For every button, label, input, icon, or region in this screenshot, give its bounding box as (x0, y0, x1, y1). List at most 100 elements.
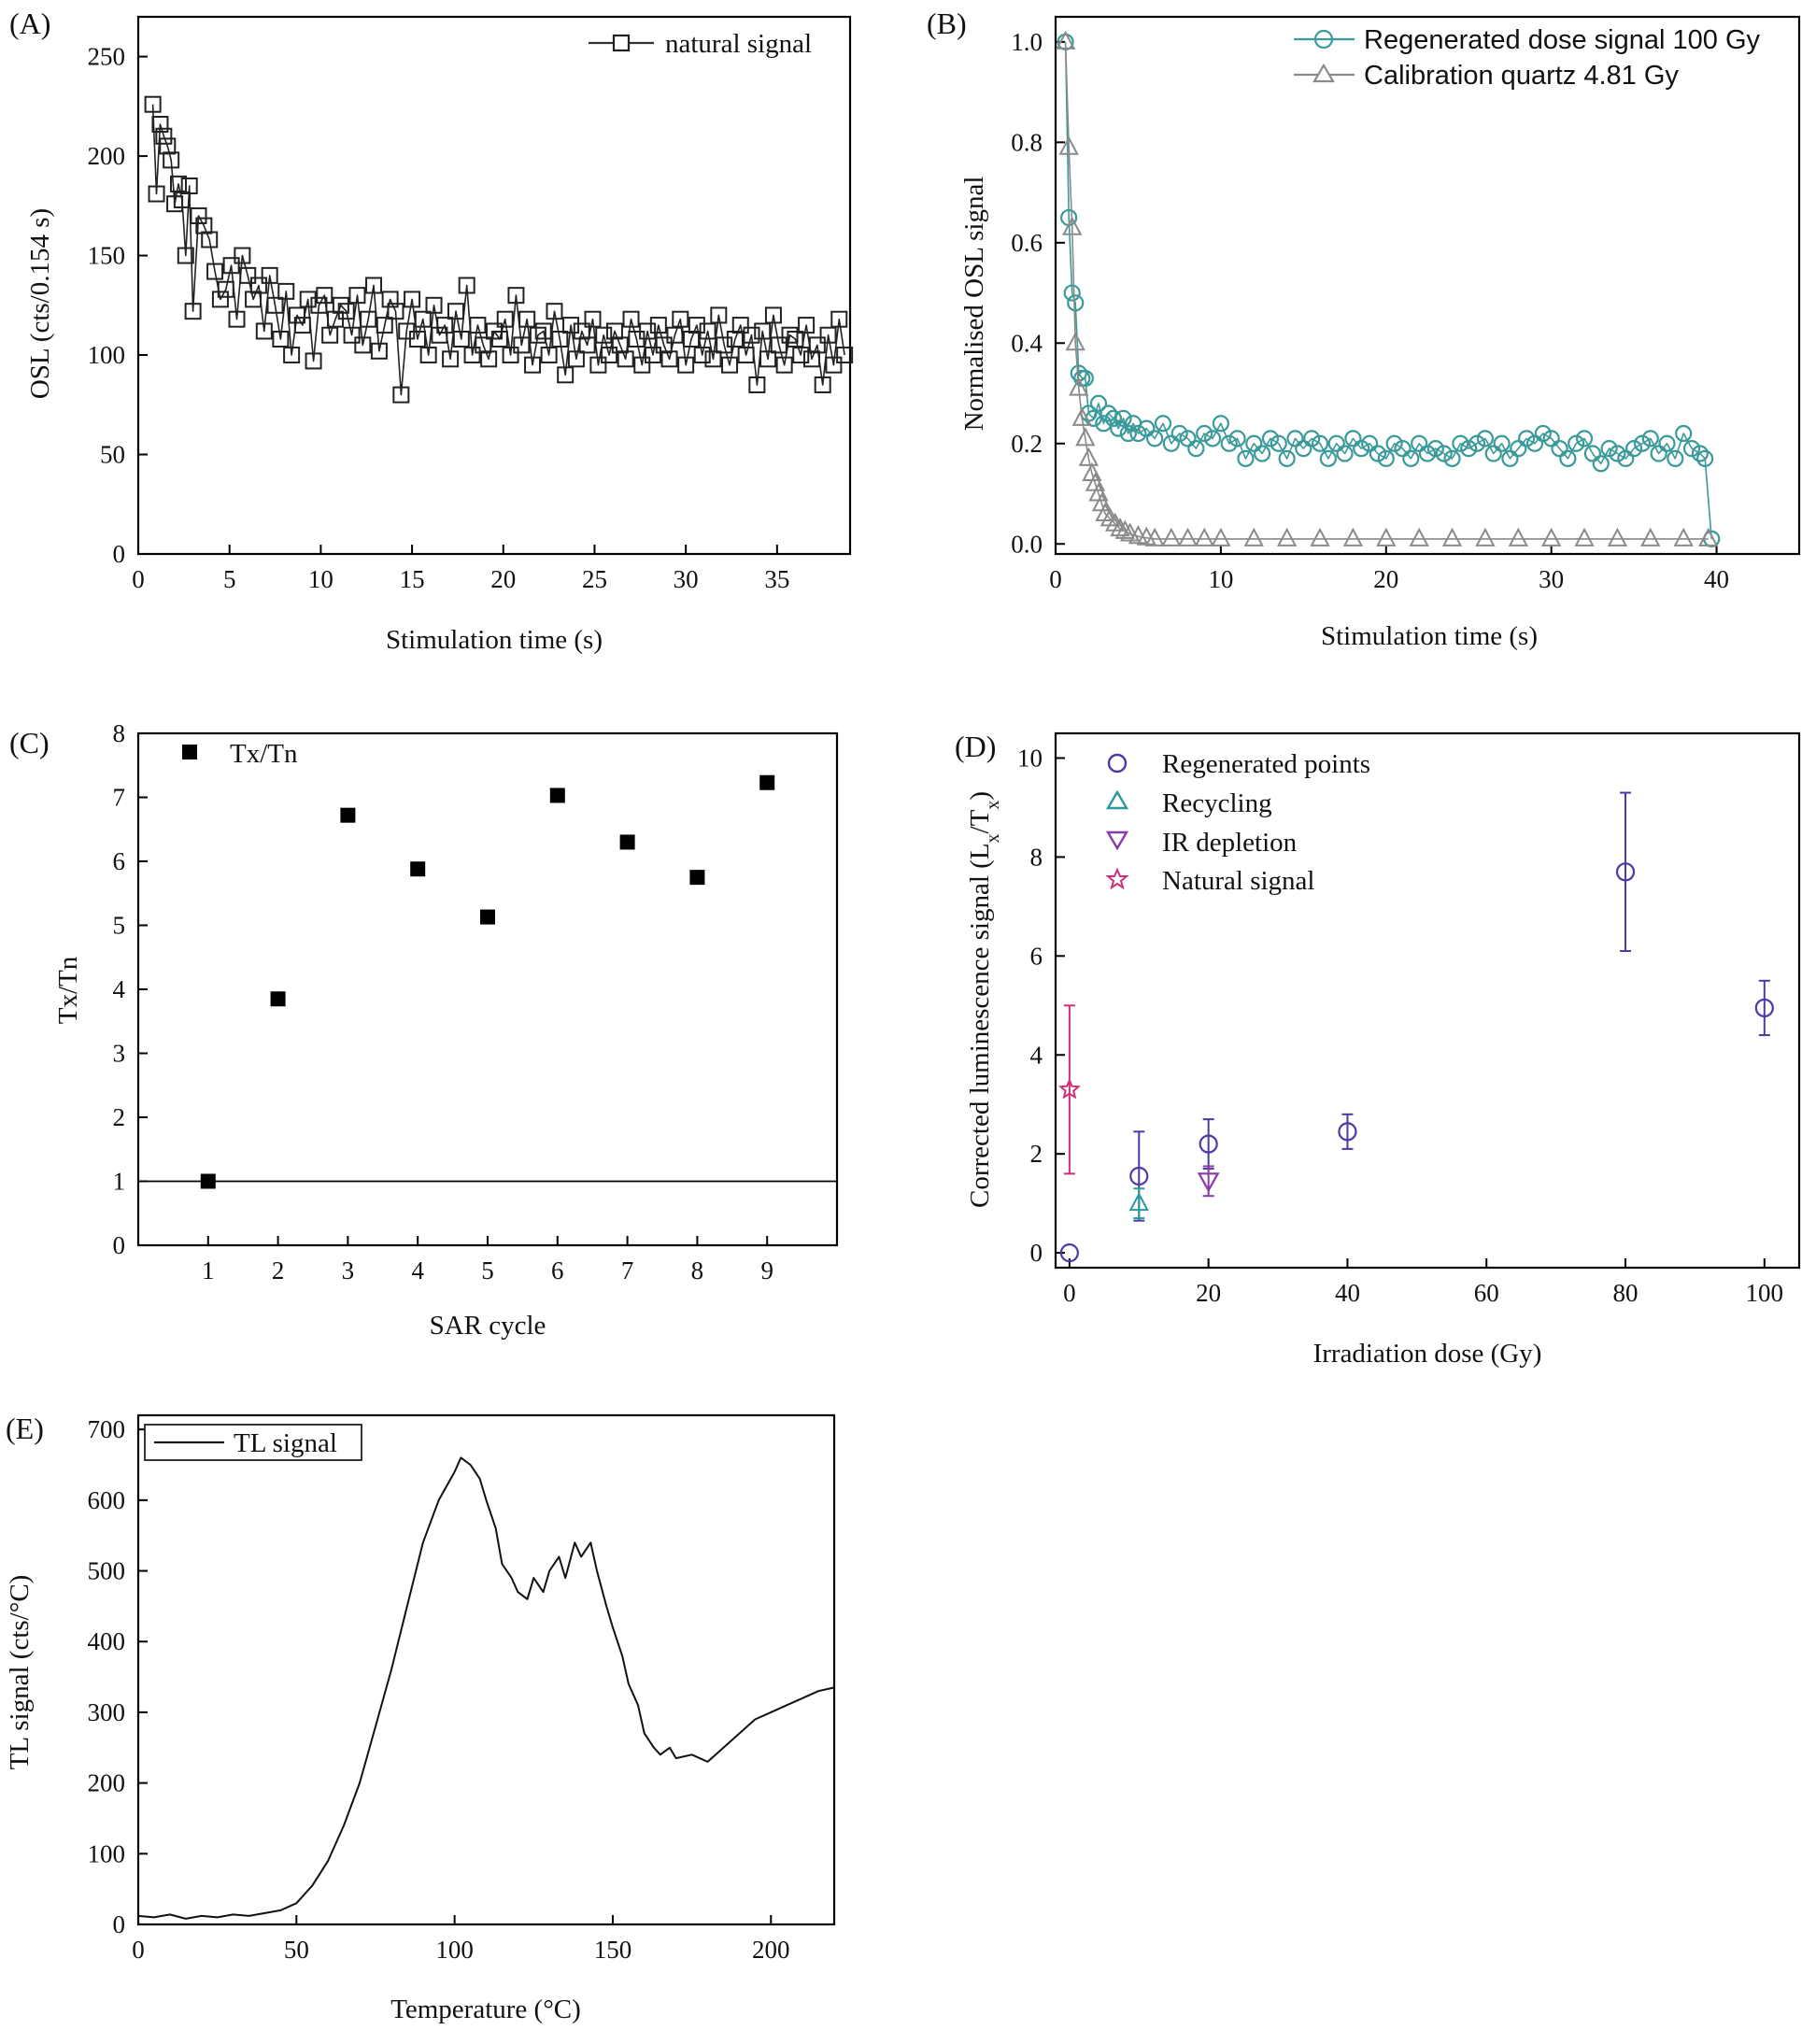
panel-b-point (1353, 440, 1370, 458)
panel-b-legend-label-2: Calibration quartz 4.81 Gy (1364, 61, 1679, 91)
panel-a-point (578, 336, 596, 354)
panel-b-ytick-label: 0.4 (1011, 329, 1043, 357)
panel-b-point (1161, 527, 1182, 546)
panel-a-point (222, 257, 240, 275)
panel-c-xtick-label: 9 (760, 1256, 773, 1285)
panel-e-legend: TL signal (144, 1424, 362, 1461)
panel-a-point (770, 336, 787, 354)
panel-b-label: (B) (927, 7, 967, 40)
panel-b-point (1295, 440, 1312, 458)
panel-a-point (721, 356, 739, 374)
panel-b-point (1607, 527, 1628, 546)
panel-b-point (1691, 445, 1709, 462)
panel-a-point (419, 347, 437, 364)
panel-d-xtick-label: 100 (1746, 1279, 1784, 1307)
panel-a-point (605, 322, 623, 340)
panel-b-point (1377, 449, 1395, 467)
panel-a-point (370, 342, 388, 360)
panel-d-ytick-label: 10 (1017, 744, 1043, 772)
panel-d-ytick-label: 8 (1030, 843, 1043, 871)
panel-b-ytick-label: 0.0 (1011, 530, 1043, 558)
panel-a-point (546, 303, 563, 320)
panel-a-point (184, 303, 202, 320)
panel-b-ylabel: Normalised OSL signal (959, 177, 989, 432)
panel-b-point (1065, 332, 1085, 351)
panel-b-xtick-label: 40 (1704, 565, 1729, 593)
panel-a-point (540, 347, 558, 364)
panel-b-point (1276, 527, 1298, 546)
panel-b-point (1534, 424, 1552, 443)
panel-b-point (1179, 430, 1197, 447)
panel-b-point (1640, 527, 1661, 546)
panel-b-point (1170, 424, 1188, 443)
panel-e-series-line (137, 1456, 835, 1920)
panel-a-point (475, 336, 492, 354)
panel-d-ytick-label: 6 (1030, 942, 1043, 970)
panel-d: (D) 0 20 40 60 80 100 0 2 4 6 8 10 Irradiation dose… (955, 730, 1801, 1369)
panel-c-xtick-label: 2 (272, 1256, 285, 1285)
panel-a-point (683, 331, 701, 348)
panel-d-xtick-label: 20 (1196, 1279, 1221, 1307)
panel-a-point (155, 127, 173, 145)
panel-a-ytick-label: 250 (88, 43, 126, 71)
panel-a-point (217, 280, 234, 298)
panel-a-point (316, 287, 333, 305)
panel-c: (C) 1 2 3 4 5 6 7 8 9 0 1 2 3 4 5 6 7 8 SAR cycle Tx/Tn T… (9, 719, 839, 1341)
panel-c-ytick-label: 2 (113, 1103, 126, 1131)
panel-a-point (266, 296, 284, 314)
panel-a-xtick-label: 5 (223, 565, 236, 593)
panel-a-ytick-label: 100 (88, 341, 126, 369)
panel-d-xlabel: Irradiation dose (Gy) (1313, 1339, 1542, 1369)
panel-b-point (1600, 440, 1618, 458)
panel-c-ytick-label: 7 (113, 784, 126, 812)
panel-d-xtick-label: 80 (1613, 1279, 1639, 1307)
panel-b-xtick-label: 20 (1373, 565, 1398, 593)
panel-c-xtick-label: 4 (411, 1256, 424, 1285)
panel-a-point (148, 185, 165, 203)
panel-d-point (1057, 1077, 1081, 1100)
panel-c-xtick-label: 7 (621, 1256, 634, 1285)
panel-a-point (414, 310, 432, 328)
panel-c-ytick-label: 6 (113, 847, 126, 875)
panel-a-point (408, 331, 426, 348)
panel-d-ylabel-main: Corrected luminescence signal (L (965, 843, 995, 1208)
panel-a-point (332, 296, 349, 314)
panel-b-marks (1055, 30, 1721, 547)
panel-d-plot-frame (1054, 731, 1801, 1270)
panel-a-point (201, 231, 219, 248)
panel-a-axes: 0 5 10 15 20 25 30 35 0 50 100 150 200 250 (88, 43, 790, 593)
panel-a-point (310, 296, 328, 314)
panel-b-point (1075, 427, 1096, 447)
panel-b-point (1119, 424, 1137, 443)
panel-b-point (1698, 527, 1719, 546)
panel-b-point (1510, 440, 1527, 458)
panel-a-point (447, 303, 464, 320)
panel-a-point (376, 317, 393, 334)
panel-b-point (1673, 527, 1694, 546)
panel-b-point (1682, 440, 1701, 458)
panel-e-ylabel: TL signal (cts/°C) (5, 1575, 35, 1770)
panel-b-point (1583, 445, 1601, 462)
panel-c-ytick-label: 3 (113, 1040, 126, 1068)
panel-a-point (255, 322, 273, 340)
panel-b-point (1617, 449, 1635, 467)
panel-e-legend-label: TL signal (234, 1428, 337, 1458)
panel-e-ytick-label: 700 (88, 1415, 126, 1443)
panel-a-point (716, 336, 733, 354)
panel-b-point (1641, 430, 1659, 447)
panel-a-point (507, 287, 525, 305)
panel-b-point (1146, 430, 1164, 447)
panel-b-legend-marker-2 (1312, 63, 1335, 83)
panel-b-point (1220, 434, 1238, 452)
panel-a-point (688, 317, 705, 334)
panel-d-point (1199, 1134, 1218, 1154)
panel-b-point (1336, 445, 1354, 462)
panel-b-ytick-label: 0.8 (1011, 128, 1043, 156)
panel-b-point (1194, 527, 1214, 546)
panel-c-legend-label: Tx/Tn (230, 739, 298, 769)
panel-b-point (1468, 434, 1486, 452)
panel-a-legend-marker (612, 34, 631, 52)
panel-d-legend-marker-3 (1105, 830, 1129, 851)
panel-b-point (1525, 434, 1544, 452)
